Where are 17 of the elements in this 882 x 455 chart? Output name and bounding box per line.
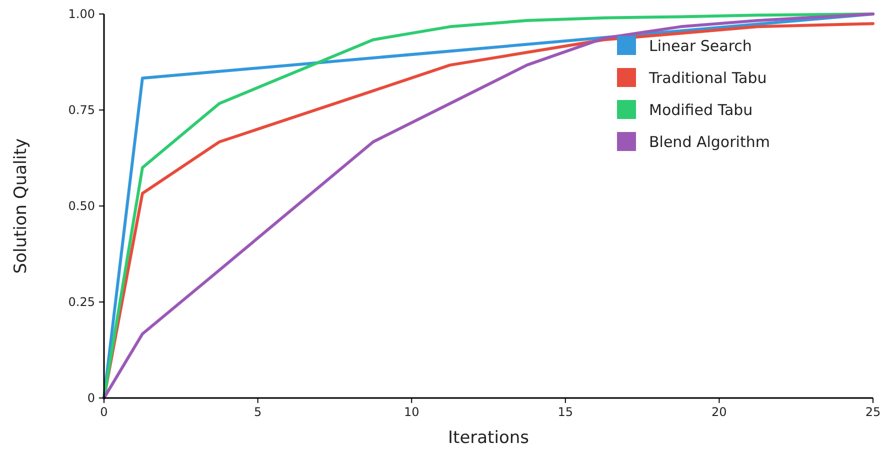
legend-label: Linear Search bbox=[649, 37, 752, 55]
x-tick-label: 25 bbox=[865, 405, 881, 419]
y-tick-label: 1.00 bbox=[68, 7, 95, 21]
legend-label: Modified Tabu bbox=[649, 101, 753, 119]
x-tick-label: 15 bbox=[558, 405, 574, 419]
x-tick-label: 10 bbox=[404, 405, 420, 419]
legend-label: Blend Algorithm bbox=[649, 133, 770, 151]
y-axis-title: Solution Quality bbox=[11, 138, 31, 274]
y-tick-label: 0.50 bbox=[68, 199, 95, 213]
x-tick-label: 0 bbox=[100, 405, 108, 419]
y-tick-label: 0 bbox=[87, 391, 95, 405]
x-axis-title: Iterations bbox=[448, 428, 530, 448]
x-tick-label: 5 bbox=[254, 405, 262, 419]
y-tick-label: 0.75 bbox=[68, 103, 95, 117]
y-tick-label: 0.25 bbox=[68, 295, 95, 309]
legend-label: Traditional Tabu bbox=[648, 69, 767, 87]
x-tick-label: 20 bbox=[712, 405, 727, 419]
